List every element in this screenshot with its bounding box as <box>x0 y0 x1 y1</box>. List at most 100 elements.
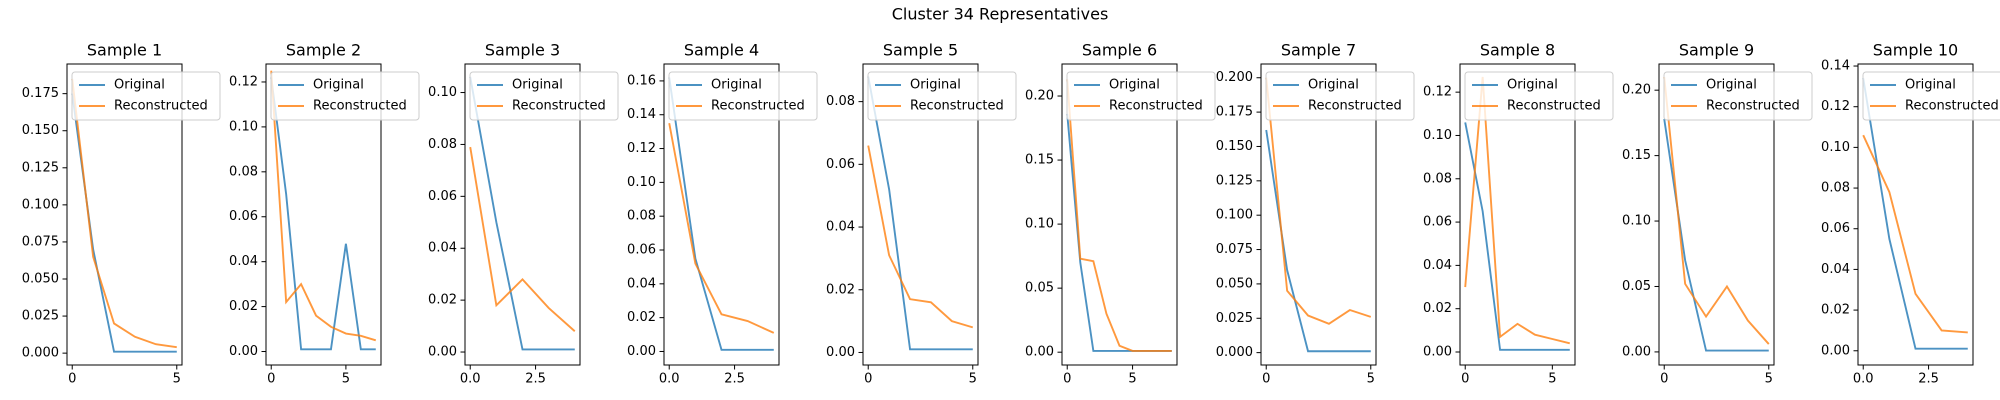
y-tick-label: 0.04 <box>428 241 457 256</box>
legend-box <box>1265 71 1415 121</box>
axes-frame <box>1061 63 1178 366</box>
subplot: Sample 2 0.00 0.02 0.04 0.06 0.08 0.10 0.12 0 5 Or… <box>229 41 420 387</box>
y-tick-label: 0.025 <box>1216 311 1253 326</box>
legend-box <box>1663 71 1813 121</box>
subplot: Sample 7 0.000 0.025 0.050 0.075 0.100 0.125 0.… <box>1216 41 1415 387</box>
y-tick-label: 0.175 <box>1216 105 1253 120</box>
x-tick-label: 0.0 <box>1853 372 1874 387</box>
legend-label: Original <box>1109 78 1160 93</box>
series-line <box>1862 78 1968 350</box>
legend-label: Original <box>1507 78 1558 93</box>
x-tick-label: 5 <box>1367 372 1375 387</box>
y-tick-label: 0.02 <box>627 310 656 325</box>
series-line <box>668 123 775 334</box>
series-line <box>71 78 177 349</box>
x-tick-label: 5 <box>1548 372 1556 387</box>
y-tick-label: 0.06 <box>826 157 855 172</box>
series-line <box>867 145 974 329</box>
subplot: Sample 3 0.00 0.02 0.04 0.06 0.08 0.10 0.0 2.5 Or… <box>428 41 619 387</box>
legend-box <box>1464 71 1614 121</box>
subplot: Sample 9 0.00 0.05 0.10 0.15 0.20 0 5 Original Re… <box>1622 41 1813 387</box>
x-tick-label: 0 <box>1063 372 1071 387</box>
legend-label: Reconstructed <box>1706 99 1800 114</box>
legend-label: Reconstructed <box>114 99 208 114</box>
legend-label: Reconstructed <box>910 99 1004 114</box>
y-tick-label: 0.10 <box>1622 214 1651 229</box>
subplot-title: Sample 10 <box>1873 41 1958 60</box>
y-tick-label: 0.02 <box>428 293 457 308</box>
y-tick-label: 0.10 <box>229 119 258 134</box>
series-line <box>1265 77 1372 325</box>
y-tick-label: 0.04 <box>229 254 258 269</box>
x-tick-label: 0.0 <box>460 372 481 387</box>
legend-box <box>270 71 420 121</box>
subplot: Sample 5 0.00 0.02 0.04 0.06 0.08 0 5 Original Re… <box>826 41 1017 387</box>
y-tick-label: 0.10 <box>627 175 656 190</box>
legend-box <box>867 71 1017 121</box>
y-tick-label: 0.10 <box>428 85 457 100</box>
y-tick-label: 0.08 <box>229 164 258 179</box>
series-line <box>270 77 376 351</box>
y-tick-label: 0.15 <box>1622 148 1651 163</box>
y-tick-label: 0.02 <box>826 282 855 297</box>
x-tick-label: 5 <box>1128 372 1136 387</box>
legend-label: Original <box>711 78 762 93</box>
y-tick-label: 0.000 <box>1216 345 1253 360</box>
legend-box <box>1862 71 2000 121</box>
series-line <box>469 146 576 332</box>
legend-box <box>469 71 619 121</box>
series-line <box>270 70 377 342</box>
y-tick-label: 0.100 <box>1216 208 1253 223</box>
y-tick-label: 0.075 <box>1216 242 1253 257</box>
axes-frame <box>265 63 382 366</box>
x-tick-label: 0.0 <box>659 372 680 387</box>
y-tick-label: 0.06 <box>1821 221 1850 236</box>
legend-label: Reconstructed <box>711 99 805 114</box>
y-tick-label: 0.00 <box>428 345 457 360</box>
y-tick-label: 0.12 <box>1821 99 1850 114</box>
y-tick-label: 0.02 <box>1423 301 1452 316</box>
y-tick-label: 0.075 <box>22 234 59 249</box>
y-tick-label: 0.04 <box>826 220 855 235</box>
x-tick-label: 2.5 <box>525 372 546 387</box>
x-tick-label: 0 <box>68 372 76 387</box>
series-line <box>1862 134 1968 334</box>
legend-box <box>668 71 818 121</box>
subplot-title: Sample 3 <box>485 41 560 60</box>
series-line <box>1663 118 1769 352</box>
series-line <box>1464 122 1570 351</box>
y-tick-label: 0.00 <box>627 344 656 359</box>
subplot-title: Sample 6 <box>1082 41 1157 60</box>
y-tick-label: 0.100 <box>22 197 59 212</box>
y-tick-label: 0.20 <box>1025 89 1054 104</box>
y-tick-label: 0.050 <box>22 272 59 287</box>
y-tick-label: 0.000 <box>22 346 59 361</box>
subplot: Sample 4 0.00 0.02 0.04 0.06 0.08 0.10 0.12 0.14… <box>627 41 818 387</box>
axes-frame <box>66 63 183 366</box>
legend-label: Original <box>313 78 364 93</box>
x-tick-label: 0 <box>1660 372 1668 387</box>
axes-frame <box>862 63 979 366</box>
x-tick-label: 2.5 <box>1918 372 1939 387</box>
series-line <box>1663 76 1770 345</box>
y-tick-label: 0.10 <box>1423 128 1452 143</box>
y-tick-label: 0.08 <box>428 137 457 152</box>
axes-frame <box>1857 63 1974 366</box>
y-tick-label: 0.16 <box>627 73 656 88</box>
series-line <box>668 77 774 351</box>
legend-label: Original <box>1905 78 1956 93</box>
y-tick-label: 0.05 <box>1622 279 1651 294</box>
subplot-title: Sample 7 <box>1281 41 1356 60</box>
x-tick-label: 0 <box>864 372 872 387</box>
y-tick-label: 0.06 <box>428 189 457 204</box>
x-tick-label: 5 <box>342 372 350 387</box>
y-tick-label: 0.050 <box>1216 276 1253 291</box>
subplot-title: Sample 9 <box>1679 41 1754 60</box>
series-line <box>1066 79 1172 352</box>
subplot: Sample 8 0.00 0.02 0.04 0.06 0.08 0.10 0.12 0 5 Or… <box>1423 41 1614 387</box>
axes-frame <box>1260 63 1377 366</box>
x-tick-label: 5 <box>1765 372 1773 387</box>
y-tick-label: 0.00 <box>826 345 855 360</box>
y-tick-label: 0.12 <box>229 74 258 89</box>
